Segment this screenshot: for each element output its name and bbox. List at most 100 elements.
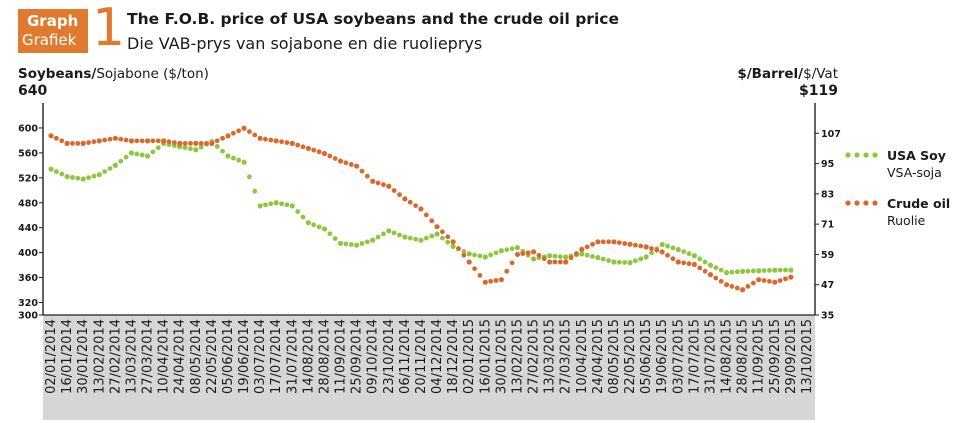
soy-dot	[616, 259, 622, 265]
x-tick-label: 04/12/2014	[430, 319, 445, 394]
oil-point	[498, 277, 504, 283]
oil-dot	[649, 246, 654, 251]
soy-point	[48, 166, 54, 172]
oil-dot	[407, 199, 413, 205]
soy-point	[241, 159, 247, 165]
x-tick-label: 08/05/2015	[607, 319, 622, 394]
soy-point	[514, 245, 521, 251]
x-tick-label: 14/08/2014	[301, 319, 316, 394]
oil-dot	[204, 140, 209, 146]
soy-dot	[102, 169, 108, 174]
oil-point	[386, 183, 392, 189]
soy-dot	[364, 239, 370, 245]
soy-dot	[70, 175, 75, 180]
x-tick-label: 27/03/2014	[141, 319, 156, 394]
oil-point	[788, 274, 794, 280]
left-tick-label: 520	[18, 173, 38, 184]
x-tick-label: 20/11/2014	[414, 319, 429, 394]
left-tick-label: 480	[18, 198, 38, 209]
soy-point	[723, 270, 730, 276]
oil-dot	[171, 140, 177, 145]
soy-point	[707, 262, 714, 268]
soy-dot	[552, 253, 558, 259]
oil-point	[80, 140, 86, 146]
oil-dot	[54, 135, 59, 141]
soy-point	[418, 237, 424, 243]
oil-dot	[456, 246, 461, 251]
oil-dot	[252, 132, 258, 138]
oil-dot	[697, 265, 703, 271]
oil-point	[514, 251, 521, 258]
soy-dot	[445, 239, 451, 245]
x-tick-label: 08/05/2014	[189, 319, 204, 394]
soy-dot	[268, 201, 274, 207]
left-axis-label: Soybeans/Sojabone ($/ton)	[18, 66, 209, 82]
x-tick-label: 31/07/2014	[285, 319, 300, 394]
soy-dot	[397, 232, 402, 238]
soy-point	[579, 251, 585, 257]
soy-dot	[702, 259, 708, 265]
soy-dot	[134, 151, 140, 157]
legend-usa-soy: USA Soy VSA-soja	[887, 148, 946, 180]
x-tick-label: 10/04/2015	[575, 319, 590, 394]
oil-dot	[381, 182, 386, 188]
soy-dot	[300, 214, 306, 220]
oil-point	[161, 138, 167, 144]
legend-soy-marker	[854, 152, 860, 158]
oil-point	[209, 140, 215, 146]
oil-point	[691, 261, 697, 268]
right-tick-label: 47	[821, 280, 834, 291]
x-tick-label: 22/05/2014	[205, 319, 220, 394]
soy-dot	[761, 268, 767, 273]
soy-dot	[54, 169, 59, 174]
soy-dot	[767, 267, 772, 273]
oil-dot	[375, 180, 381, 186]
oil-point	[144, 138, 151, 144]
oil-dot	[139, 138, 145, 144]
x-tick-label: 13/02/2015	[510, 319, 525, 394]
soy-dot	[348, 242, 354, 247]
soy-dot	[343, 241, 349, 247]
oil-dot	[472, 266, 477, 272]
oil-dot	[166, 139, 172, 145]
oil-point	[611, 239, 617, 245]
x-tick-label: 02/01/2015	[462, 319, 477, 394]
soy-dot	[75, 175, 81, 181]
oil-dot	[311, 147, 317, 153]
soy-dot	[214, 144, 220, 149]
x-tick-label: 19/06/2015	[655, 319, 670, 394]
soy-point	[756, 268, 762, 274]
soy-point	[659, 241, 665, 248]
soy-dot	[488, 252, 494, 258]
right-tick-label: 83	[821, 189, 834, 200]
oil-dot	[600, 239, 606, 245]
oil-point	[225, 133, 231, 139]
soy-dot	[633, 258, 638, 264]
left-tick-label: 600	[18, 123, 38, 134]
right-tick-label: 71	[821, 220, 834, 231]
oil-dot	[263, 136, 268, 142]
soy-point	[466, 251, 472, 257]
soy-dot	[230, 155, 236, 161]
oil-dot	[247, 129, 252, 135]
soy-point	[273, 200, 279, 206]
soy-dot	[150, 149, 156, 155]
x-tick-label: 17/07/2015	[687, 319, 702, 394]
soy-point	[482, 254, 488, 260]
oil-dot	[268, 137, 274, 143]
oil-point	[434, 224, 440, 230]
oil-point	[370, 178, 376, 184]
legend-oil-marker	[872, 200, 878, 206]
x-tick-label: 02/01/2014	[44, 319, 59, 394]
oil-dot	[574, 251, 579, 256]
soy-dot	[423, 235, 429, 241]
oil-dot	[488, 278, 494, 284]
oil-dot	[316, 149, 322, 155]
soy-dot	[107, 166, 113, 171]
soy-point	[337, 240, 344, 246]
soy-dot	[188, 146, 193, 152]
oil-dot	[230, 130, 236, 136]
oil-dot	[638, 243, 644, 249]
oil-dot	[107, 136, 113, 142]
oil-point	[402, 196, 408, 202]
